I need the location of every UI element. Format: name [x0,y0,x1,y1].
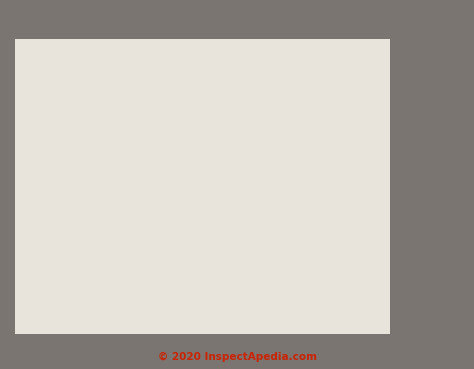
Text: B: B [89,89,95,97]
Bar [22,79,116,107]
Bar [22,113,180,231]
Text: CONNECTION DIAGRAM FOR HONEYWELL INTERMITTENT STACK RELAYS: CONNECTION DIAGRAM FOR HONEYWELL INTERMI… [27,46,363,55]
Text: © 2020 InspectApedia.com: © 2020 InspectApedia.com [157,352,317,362]
Text: MOTOR: MOTOR [231,166,264,175]
Circle shape [42,250,63,266]
Bar [214,162,281,178]
Text: R: R [36,89,42,97]
Text: LIMIT: LIMIT [236,115,259,125]
Circle shape [82,85,102,101]
Text: H: H [313,115,321,125]
Text: ®: ® [233,293,240,299]
Bar [214,186,281,202]
Circle shape [130,162,151,179]
Text: T: T [50,254,55,263]
Circle shape [55,85,76,101]
Text: 3: 3 [138,166,143,175]
Text: 4: 4 [138,189,143,199]
Text: R: R [36,158,42,168]
Circle shape [29,155,50,171]
Text: 1: 1 [138,115,143,125]
Circle shape [82,155,102,171]
Circle shape [130,186,151,202]
Text: SERIES 10 THERMOSTAT: SERIES 10 THERMOSTAT [26,63,117,69]
Text: IGNITION: IGNITION [228,189,267,199]
Text: G: G [313,136,321,146]
Text: W: W [62,158,70,168]
Text: W: W [62,89,70,97]
Text: 2: 2 [138,136,143,145]
Text: R22(S): R22(S) [322,292,346,299]
Text: / 2 WIRE THERMOSTAT: / 2 WIRE THERMOSTAT [26,282,110,288]
Circle shape [29,85,50,101]
Bar [22,238,116,278]
Circle shape [68,250,89,266]
Text: B: B [89,158,95,168]
Circle shape [130,112,151,128]
Text: Sid Harvey's: Sid Harvey's [233,276,296,285]
Text: T: T [76,254,82,263]
Circle shape [130,132,151,149]
Bar [214,112,281,128]
Circle shape [55,155,76,171]
